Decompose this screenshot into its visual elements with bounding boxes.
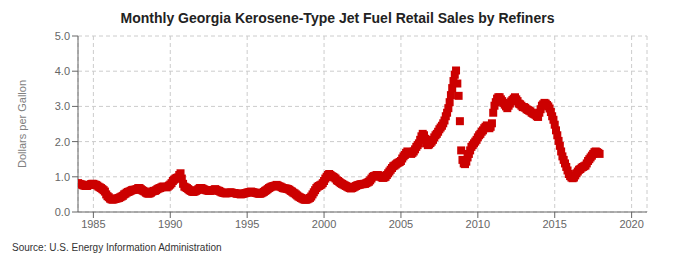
svg-text:2020: 2020	[619, 218, 643, 230]
svg-text:5.0: 5.0	[55, 30, 70, 42]
svg-text:Dollars per Gallon: Dollars per Gallon	[16, 80, 28, 168]
html-text:Source: U.S. Energy Informatio: Source: U.S. Energy Information Administ…	[12, 242, 222, 253]
svg-text:2.0: 2.0	[55, 136, 70, 148]
svg-text:2000: 2000	[312, 218, 336, 230]
svg-text:2015: 2015	[542, 218, 566, 230]
svg-text:2005: 2005	[389, 218, 413, 230]
html-text:Monthly Georgia Kerosene-Type: Monthly Georgia Kerosene-Type Jet Fuel R…	[120, 10, 555, 26]
svg-text:0.0: 0.0	[55, 206, 70, 218]
svg-text:2010: 2010	[466, 218, 490, 230]
svg-text:3.0: 3.0	[55, 100, 70, 112]
svg-text:1990: 1990	[158, 218, 182, 230]
svg-text:1985: 1985	[81, 218, 105, 230]
svg-text:1995: 1995	[235, 218, 259, 230]
svg-text:1.0: 1.0	[55, 171, 70, 183]
svg-text:4.0: 4.0	[55, 65, 70, 77]
